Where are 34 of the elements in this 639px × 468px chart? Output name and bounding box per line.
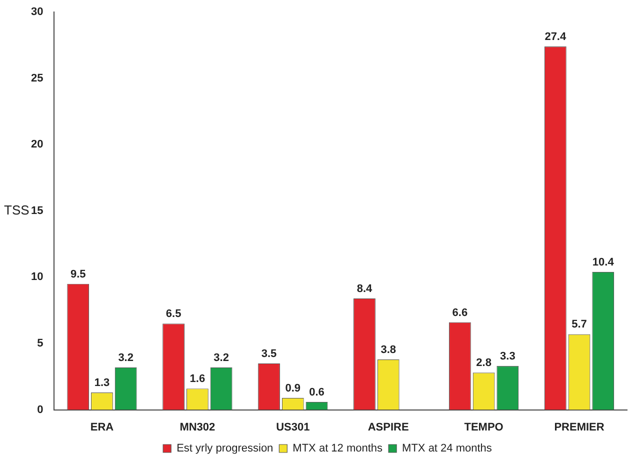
legend-label: MTX at 24 months <box>402 442 492 455</box>
data-label: 1.6 <box>190 373 206 386</box>
data-label: 6.6 <box>452 306 468 319</box>
y-tick-label: 0 <box>37 404 44 416</box>
data-label: 27.4 <box>544 31 567 44</box>
legend-label: Est yrly progression <box>176 442 274 455</box>
x-tick-label: ASPIRE <box>368 421 409 434</box>
x-tick-label: US301 <box>276 421 310 434</box>
data-label: 5.7 <box>572 318 587 331</box>
data-label: 0.9 <box>285 382 301 394</box>
y-axis-title: TSS <box>4 202 30 218</box>
data-label: 9.5 <box>70 268 86 280</box>
data-label: 10.4 <box>592 256 615 268</box>
data-label: 2.8 <box>476 357 492 370</box>
x-tick-label: PREMIER <box>554 421 604 434</box>
y-tick-label: 25 <box>30 72 44 84</box>
data-label: 6.5 <box>166 308 182 320</box>
data-label: 3.3 <box>500 350 516 363</box>
data-label: 3.5 <box>261 348 277 360</box>
x-tick-label: ERA <box>90 421 114 434</box>
y-tick-label: 20 <box>30 138 44 151</box>
data-label: 1.3 <box>94 377 110 390</box>
data-label: 8.4 <box>356 282 374 295</box>
x-tick-label: MN302 <box>180 421 216 434</box>
y-tick-label: 10 <box>30 271 44 284</box>
y-tick-label: 5 <box>37 338 44 350</box>
data-label: 3.2 <box>118 352 134 364</box>
data-label: 3.2 <box>214 352 229 364</box>
x-tick-label: TEMPO <box>464 421 504 434</box>
y-tick-label: 15 <box>30 204 44 217</box>
data-label: 0.6 <box>309 386 324 398</box>
data-label: 3.8 <box>380 344 396 356</box>
legend-label: MTX at 12 months <box>292 442 384 455</box>
y-tick-label: 30 <box>30 6 44 18</box>
